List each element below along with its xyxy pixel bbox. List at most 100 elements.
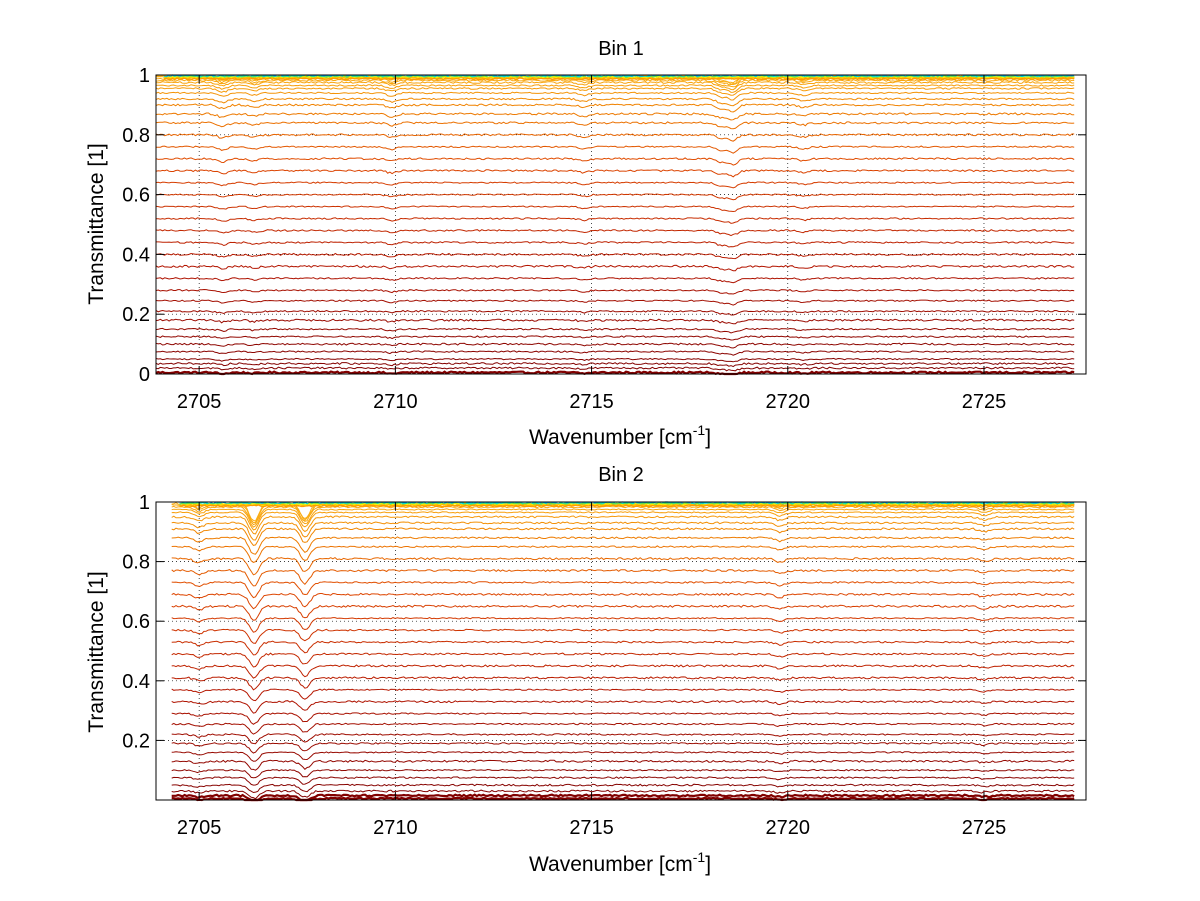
axes-frame xyxy=(155,501,1087,801)
series-line xyxy=(171,581,1075,599)
series-line xyxy=(171,664,1075,679)
series-line xyxy=(171,722,1075,735)
series-line xyxy=(155,362,1075,368)
series-line xyxy=(179,504,1075,508)
x-tick-label: 2720 xyxy=(766,817,811,839)
series-line xyxy=(155,181,1075,189)
y-tick-label: 1 xyxy=(139,492,150,514)
series-line xyxy=(155,370,1075,376)
y-tick-label: 0.8 xyxy=(122,125,150,147)
subplot-title: Bin 2 xyxy=(598,464,644,486)
series-line xyxy=(171,742,1075,754)
tick-marks xyxy=(156,501,1086,800)
series-line xyxy=(156,80,1075,91)
series-line xyxy=(171,676,1075,691)
series-line xyxy=(171,789,1075,800)
series-line xyxy=(155,157,1075,166)
y-tick-label: 0.4 xyxy=(122,671,150,693)
series-line xyxy=(171,527,1075,546)
x-tick-label: 2705 xyxy=(177,817,222,839)
series-line xyxy=(156,241,1075,248)
series-line xyxy=(155,84,1075,93)
axes-frame xyxy=(155,74,1087,375)
series-line xyxy=(171,712,1075,725)
y-tick-labels: 0 0.2 0.4 0.6 0.8 1 xyxy=(122,65,150,386)
x-tick-label: 2710 xyxy=(373,817,418,839)
series-line xyxy=(171,536,1075,555)
series-line xyxy=(155,277,1075,284)
series-line xyxy=(171,733,1075,745)
series-line xyxy=(155,288,1075,295)
series-line xyxy=(171,508,1075,528)
x-tick-label: 2705 xyxy=(177,391,222,413)
series-line xyxy=(155,112,1075,121)
x-axis-label-main: Wavenumber [cm xyxy=(529,853,693,876)
series-line xyxy=(163,76,1075,80)
series-group xyxy=(155,74,1075,376)
x-axis-label-superscript: -1 xyxy=(693,422,706,438)
y-tick-label: 0.2 xyxy=(122,730,150,752)
x-tick-labels: 2705 2710 2715 2720 2725 xyxy=(177,391,1006,413)
series-line xyxy=(155,205,1075,213)
series-line xyxy=(155,366,1075,372)
series-line xyxy=(171,545,1075,563)
x-axis-label-main: Wavenumber [cm xyxy=(529,426,693,449)
series-line xyxy=(155,342,1075,349)
y-tick-label: 0.6 xyxy=(122,611,150,633)
series-line xyxy=(171,652,1075,668)
subplot-title: Bin 1 xyxy=(598,38,644,60)
series-line xyxy=(171,515,1075,535)
series-line xyxy=(155,121,1075,130)
y-tick-labels: 0.2 0.4 0.6 0.8 1 xyxy=(122,492,150,752)
y-tick-label: 0.4 xyxy=(122,244,150,266)
series-line xyxy=(171,640,1075,656)
series-line xyxy=(155,229,1075,237)
series-line xyxy=(155,217,1075,224)
y-axis-label: Transmittance [1] xyxy=(85,571,108,732)
series-line xyxy=(171,688,1075,702)
series-line xyxy=(155,350,1075,356)
y-tick-label: 1 xyxy=(139,65,150,87)
subplot-bin-2: Bin 2 0.2 0.4 0.6 0.8 1 2705 2710 2715 2720 2725… xyxy=(85,464,1087,876)
x-axis-label-superscript: -1 xyxy=(693,849,706,865)
series-line xyxy=(171,628,1075,644)
series-line xyxy=(171,592,1075,610)
x-axis-label: Wavenumber [cm-1] xyxy=(529,422,711,449)
tick-marks xyxy=(156,74,1086,375)
series-line xyxy=(155,252,1075,260)
series-line xyxy=(171,700,1075,714)
series-line xyxy=(155,327,1075,334)
x-tick-label: 2725 xyxy=(962,817,1007,839)
y-tick-label: 0.8 xyxy=(122,552,150,574)
y-axis-label: Transmittance [1] xyxy=(85,143,108,304)
series-line xyxy=(155,97,1075,107)
series-line xyxy=(155,133,1075,142)
series-line xyxy=(155,91,1075,101)
x-axis-label: Wavenumber [cm-1] xyxy=(529,849,711,876)
y-tick-label: 0.6 xyxy=(122,185,150,207)
series-line xyxy=(171,617,1075,633)
series-line xyxy=(155,299,1075,306)
series-line xyxy=(155,309,1075,316)
x-tick-label: 2725 xyxy=(962,391,1007,413)
x-axis-label-suffix: ] xyxy=(705,853,711,876)
x-tick-label: 2720 xyxy=(766,391,811,413)
subplot-bin-1: Bin 1 0 0.2 0.4 0.6 0.8 1 2705 2710 2715 2720 272… xyxy=(85,38,1087,449)
series-line xyxy=(155,87,1075,96)
x-tick-label: 2710 xyxy=(373,391,418,413)
series-line xyxy=(171,569,1075,587)
series-line xyxy=(171,751,1075,762)
series-line xyxy=(171,796,1075,802)
series-line xyxy=(155,169,1075,178)
series-line xyxy=(171,759,1075,771)
series-line xyxy=(171,793,1075,802)
series-line xyxy=(171,556,1075,576)
series-line xyxy=(171,783,1075,794)
series-line xyxy=(171,776,1075,786)
y-tick-label: 0 xyxy=(139,364,150,386)
series-line xyxy=(155,357,1075,363)
series-line xyxy=(155,264,1075,272)
series-line xyxy=(171,521,1075,541)
